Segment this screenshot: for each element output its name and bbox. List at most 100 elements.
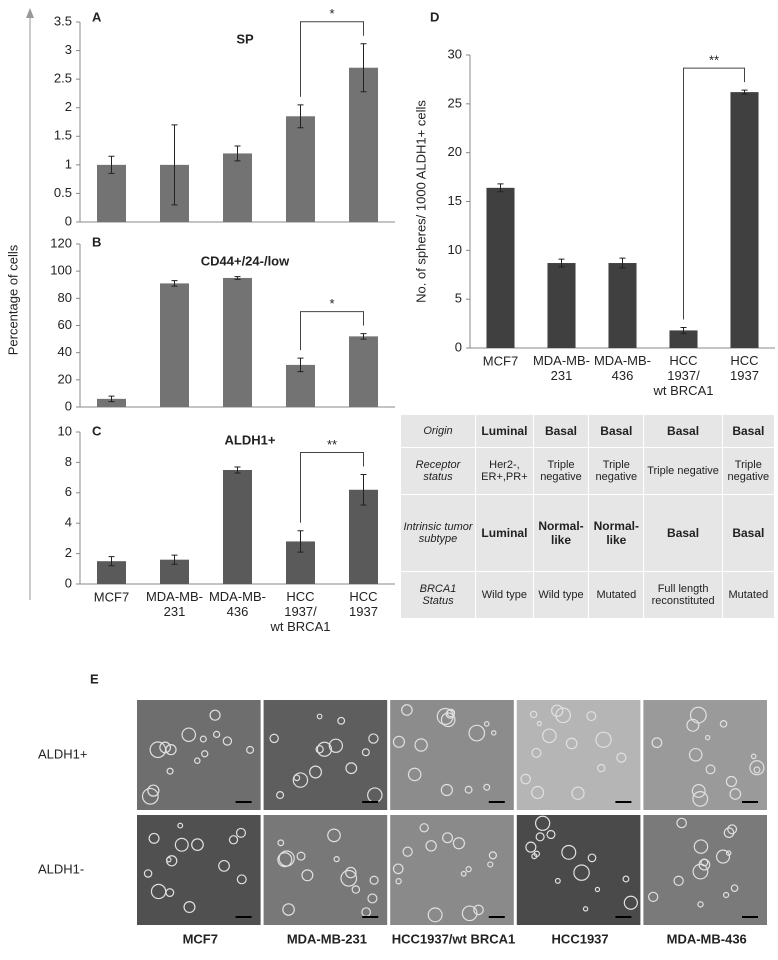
cell: [282, 903, 295, 916]
y-tick-label: 15: [448, 193, 462, 208]
cell: [582, 906, 589, 912]
cell: [723, 891, 730, 899]
error-bar: [234, 276, 241, 280]
y-tick-label: 10: [58, 423, 72, 438]
significance-label: *: [329, 6, 334, 21]
table-cell: Basal: [643, 494, 723, 572]
error-bar: [297, 357, 304, 373]
cell: [673, 875, 684, 887]
cell: [292, 772, 309, 788]
cell: [440, 783, 453, 797]
x-tick-label: MDA-MB-231: [533, 353, 590, 383]
cell: [483, 721, 490, 727]
y-tick-label: 3.5: [54, 13, 72, 28]
chart-title: CD44+/24-/low: [201, 253, 290, 268]
cell: [586, 711, 597, 722]
cell: [651, 737, 663, 749]
cell: [183, 901, 196, 914]
x-tick-label: MDA-MB-436: [594, 353, 651, 383]
table-cell: Triple negative: [643, 447, 723, 495]
error-bar: [497, 183, 504, 193]
column-label: MDA-MB-231: [287, 931, 367, 946]
table-cell: Her2-, ER+,PR+: [475, 447, 534, 495]
bar: [160, 283, 189, 407]
cell: [461, 905, 478, 922]
bar: [486, 187, 515, 348]
cell: [235, 827, 246, 838]
cell: [181, 727, 197, 743]
cell: [309, 765, 323, 779]
cell: [392, 863, 404, 875]
cell: [445, 709, 455, 719]
panel-label: A: [92, 9, 102, 24]
cell: [419, 823, 429, 833]
table-cell: Triple negative: [532, 447, 590, 495]
bar: [97, 398, 126, 407]
chart-title: SP: [236, 31, 254, 46]
panel-label: D: [430, 9, 439, 24]
error-bar: [360, 43, 367, 93]
y-tick-label: 2.5: [54, 71, 72, 86]
y-tick-label: 3: [65, 42, 72, 57]
micrograph: [390, 815, 514, 925]
error-bar: [234, 466, 241, 474]
row-header: Intrinsic tumor subtype: [400, 494, 476, 572]
y-tick-label: 0: [65, 213, 72, 228]
significance-bracket: [683, 67, 745, 320]
column-label: MCF7: [183, 931, 218, 946]
cell: [201, 750, 209, 758]
cell: [269, 733, 279, 744]
significance-bracket: [300, 311, 364, 351]
cell: [340, 869, 358, 887]
cell: [440, 712, 456, 728]
error-bar: [171, 554, 178, 565]
panel-label: E: [90, 671, 99, 686]
error-bar: [360, 333, 367, 340]
cell: [177, 822, 184, 829]
cell: [573, 864, 590, 881]
column-label: MDA-MB-436: [667, 931, 747, 946]
table-cell: Normal-like: [532, 494, 590, 572]
x-tick-label: MDA-MB-436: [209, 589, 266, 619]
cell: [316, 741, 333, 757]
table-cell: Basal: [721, 414, 776, 448]
significance-bracket: [300, 21, 364, 97]
cell: [236, 874, 247, 885]
cell: [473, 904, 484, 916]
cell: [351, 885, 361, 894]
cell: [705, 764, 716, 775]
cell: [277, 839, 285, 847]
table-cell: Mutated: [721, 571, 776, 619]
cell: [368, 733, 379, 744]
cell: [648, 891, 659, 903]
bar: [223, 277, 252, 407]
table-row: Origin Luminal Basal Basal Basal Basal: [400, 414, 776, 448]
table-cell: Full length reconstituted: [643, 571, 723, 619]
cell: [296, 851, 306, 861]
cell: [327, 828, 341, 843]
y-tick-label: 0: [65, 575, 72, 590]
bar: [608, 263, 637, 348]
cell: [533, 850, 541, 858]
table-cell: Basal: [588, 414, 645, 448]
cell: [191, 838, 204, 851]
cell: [749, 760, 765, 776]
table-row: Receptor status Her2-, ER+,PR+ Triple nega…: [400, 447, 776, 495]
cell: [535, 832, 545, 842]
cell: [623, 895, 638, 910]
cell: [337, 716, 346, 725]
cell: [166, 767, 174, 775]
table-cell: Mutated: [588, 571, 645, 619]
cell: [595, 731, 612, 748]
cell: [199, 735, 207, 743]
cell: [222, 736, 233, 746]
table-cell: Basal: [721, 494, 776, 572]
cell: [193, 757, 201, 765]
cell: [149, 741, 167, 759]
micrograph: [137, 700, 261, 810]
cell: [328, 738, 344, 753]
bar: [547, 263, 576, 348]
cell: [483, 783, 491, 791]
panel-label: B: [92, 234, 101, 249]
